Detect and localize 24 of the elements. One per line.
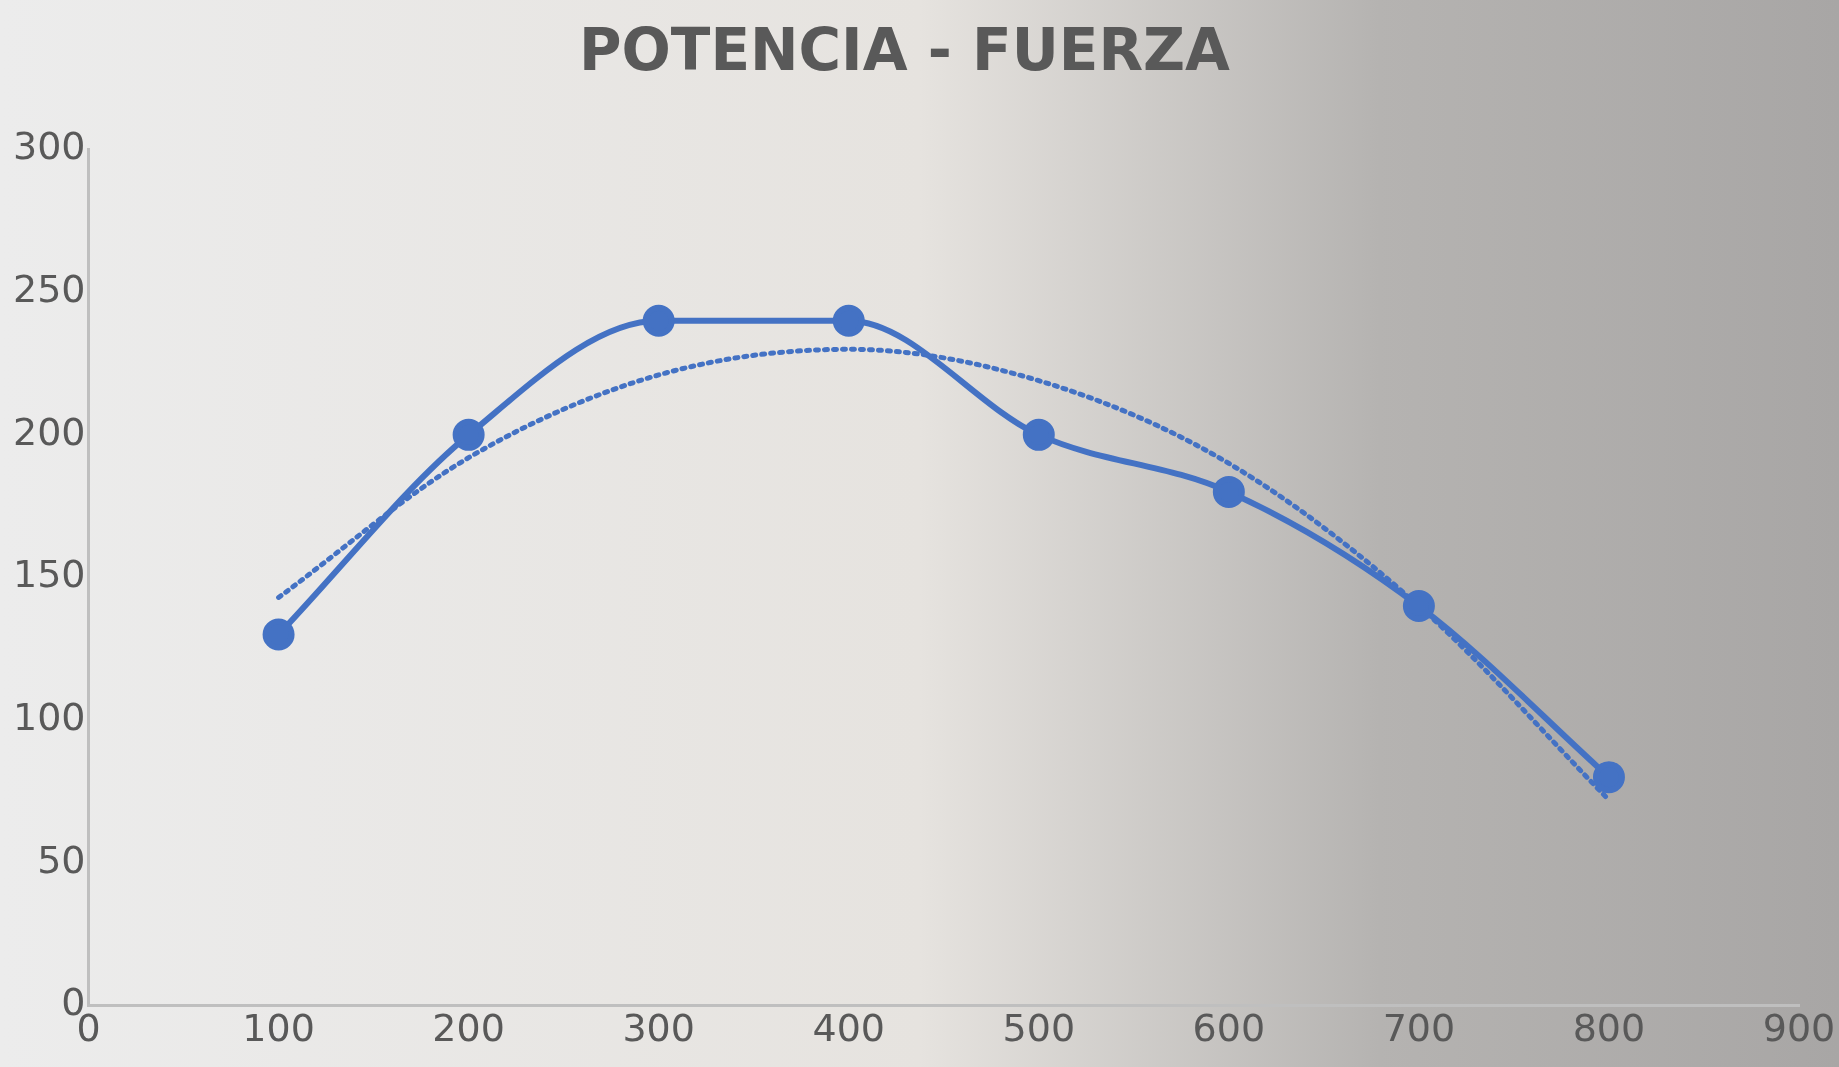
point <box>262 618 295 651</box>
point <box>642 304 675 337</box>
x-tick-label: 400 <box>812 1006 885 1051</box>
x-tick-label: 300 <box>622 1006 695 1051</box>
y-tick-label: 250 <box>13 267 86 312</box>
y-tick-label: 200 <box>13 409 86 454</box>
point <box>1592 761 1625 794</box>
chart-title: POTENCIA - FUERZA <box>579 15 1231 84</box>
point <box>1022 418 1055 451</box>
x-tick-label: 800 <box>1572 1006 1646 1051</box>
y-tick-label: 100 <box>13 695 86 740</box>
x-tick-label: 600 <box>1192 1006 1266 1051</box>
point <box>452 418 485 451</box>
y-tick-label: 50 <box>37 837 86 882</box>
x-tick-label: 100 <box>242 1006 315 1051</box>
y-tick-label: 150 <box>13 552 86 597</box>
x-tick-label: 200 <box>432 1006 505 1051</box>
y-tick-label: 300 <box>13 124 86 169</box>
point <box>1212 475 1245 508</box>
point <box>1402 590 1435 623</box>
x-tick-label: 900 <box>1762 1006 1836 1051</box>
x-tick-label: 700 <box>1382 1006 1456 1051</box>
point <box>832 304 865 337</box>
x-tick-label: 500 <box>1002 1006 1076 1051</box>
